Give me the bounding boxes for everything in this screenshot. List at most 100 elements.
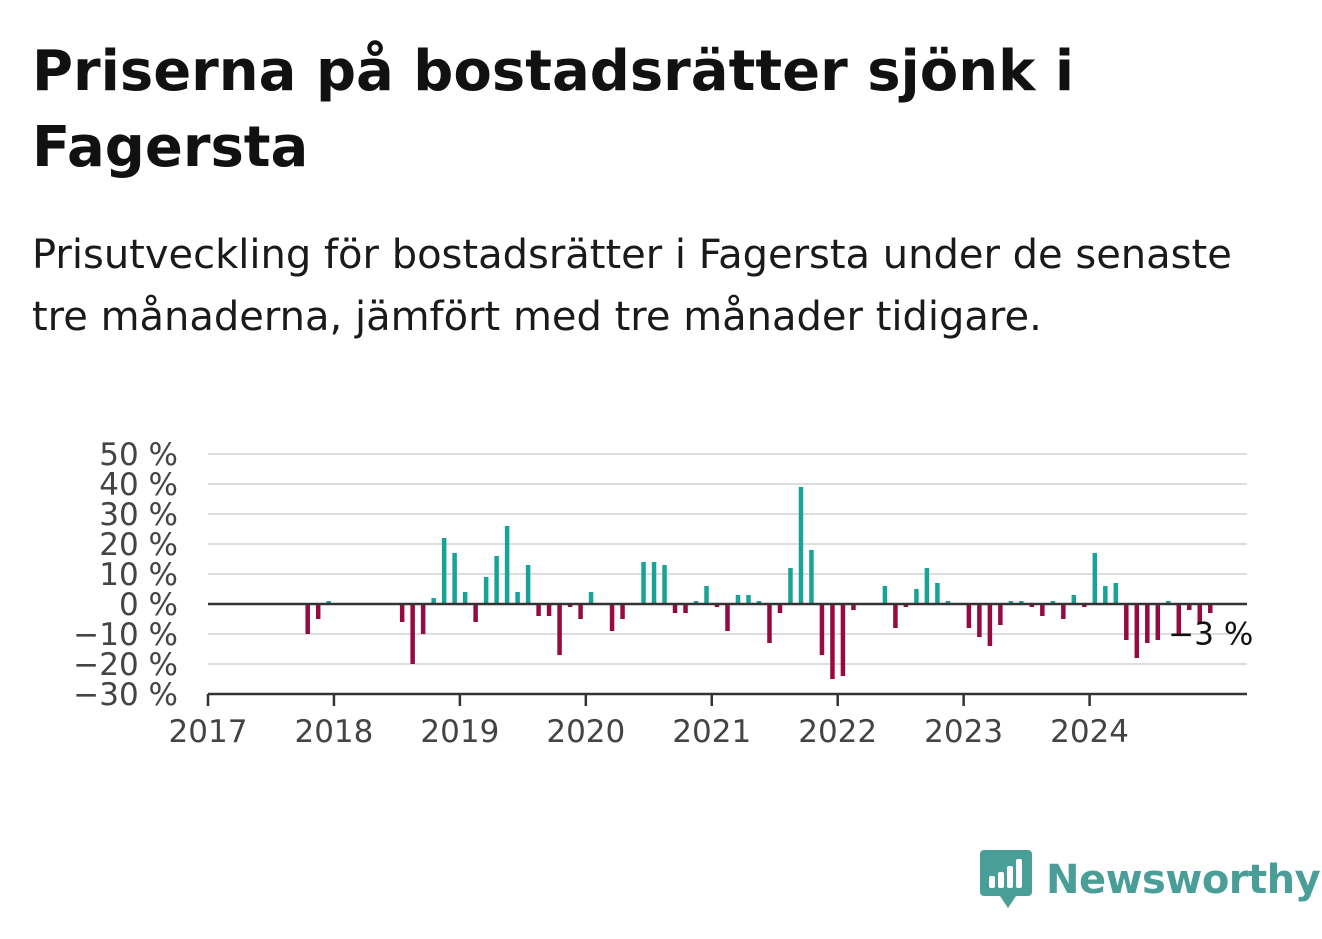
bar — [1145, 604, 1150, 643]
axes — [208, 602, 1247, 696]
bar — [431, 598, 436, 604]
brand-name: Newsworthy — [1046, 857, 1321, 903]
bar — [1197, 604, 1203, 622]
bar — [1008, 601, 1014, 604]
bar — [893, 604, 898, 628]
bar — [1103, 586, 1108, 604]
bar — [504, 526, 510, 604]
bar — [515, 592, 520, 604]
bar — [525, 565, 531, 604]
bar — [924, 568, 930, 604]
bar — [1040, 604, 1045, 616]
newsworthy-bar-chart-bubble-icon — [980, 850, 1032, 908]
bar — [641, 562, 646, 604]
bar — [882, 586, 888, 604]
bar — [1029, 604, 1035, 607]
bar — [620, 604, 625, 619]
bar — [1113, 583, 1119, 604]
bar — [683, 604, 688, 613]
bar — [410, 604, 415, 664]
y-tick-label: 10 % — [99, 557, 178, 593]
bar — [704, 586, 709, 604]
x-tick-label: 2018 — [294, 714, 373, 750]
bar — [756, 601, 762, 604]
chart-subtitle: Prisutveckling för bostadsrätter i Fager… — [32, 232, 1232, 340]
bars — [305, 487, 1213, 679]
y-tick-label: 40 % — [99, 467, 178, 503]
bar — [777, 604, 783, 613]
bar — [557, 604, 562, 655]
bar — [746, 595, 751, 604]
bar — [840, 604, 846, 676]
x-tick-label: 2021 — [672, 714, 751, 750]
bar — [809, 550, 814, 604]
bar — [1071, 595, 1077, 604]
bar — [830, 604, 835, 679]
bar — [998, 604, 1003, 625]
y-axis-tick-labels: 50 %40 %30 %20 %10 %0 %−10 %−20 %−30 % — [73, 437, 178, 713]
x-tick-label: 2024 — [1050, 714, 1129, 750]
bar — [662, 565, 667, 604]
bar — [609, 604, 615, 631]
bar — [914, 589, 919, 604]
bar — [819, 604, 825, 655]
bar — [1082, 604, 1087, 607]
bar — [546, 604, 552, 616]
x-tick-label: 2020 — [546, 714, 625, 750]
bar — [1061, 604, 1066, 619]
bar — [672, 604, 678, 613]
bar — [494, 556, 499, 604]
bar — [1124, 604, 1129, 640]
x-tick-label: 2019 — [420, 714, 499, 750]
bar — [788, 568, 793, 604]
bar — [767, 604, 772, 643]
last-value-label: −3 % — [1168, 617, 1253, 653]
bar — [420, 604, 426, 634]
bar — [567, 604, 573, 607]
x-tick-label: 2017 — [169, 714, 248, 750]
bar — [1134, 604, 1140, 658]
bar — [977, 604, 982, 637]
x-tick-label: 2022 — [798, 714, 877, 750]
bar — [725, 604, 730, 631]
bar — [305, 604, 310, 634]
y-tick-label: 0 % — [119, 587, 178, 623]
x-tick-label: 2023 — [924, 714, 1003, 750]
bar — [798, 487, 804, 604]
bar — [441, 538, 447, 604]
chart-title: Priserna på bostadsrätter sjönk i Fagers… — [32, 39, 1075, 180]
bar — [935, 583, 940, 604]
bar — [1019, 601, 1024, 604]
bar — [1176, 604, 1182, 634]
newsworthy-logo: Newsworthy — [980, 850, 1321, 910]
bar — [651, 562, 657, 604]
bar — [735, 595, 741, 604]
y-tick-label: −30 % — [73, 677, 178, 713]
grid-lines — [208, 453, 1247, 665]
bar — [1155, 604, 1161, 640]
y-tick-label: 20 % — [99, 527, 178, 563]
bar — [326, 601, 331, 604]
bar — [452, 553, 457, 604]
bar — [483, 577, 489, 604]
bar-chart: 50 %40 %30 %20 %10 %0 %−10 %−20 %−30 % 2… — [73, 437, 1253, 750]
x-axis-tick-labels: 2017 2018 2019 2020 2021 2022 2023 2024 — [169, 694, 1129, 750]
bar — [578, 604, 583, 619]
bar — [536, 604, 541, 616]
bar — [1050, 601, 1056, 604]
y-tick-label: 50 % — [99, 437, 178, 473]
bar — [714, 604, 720, 607]
bar — [693, 601, 699, 604]
y-tick-label: −20 % — [73, 647, 178, 683]
bar — [1208, 604, 1213, 613]
bar — [1166, 601, 1171, 604]
bar — [399, 604, 405, 622]
bar — [588, 592, 594, 604]
bar — [945, 601, 951, 604]
y-tick-label: −10 % — [73, 617, 178, 653]
bar — [1092, 553, 1098, 604]
bar — [1187, 604, 1192, 610]
bar — [903, 604, 909, 607]
bar — [851, 604, 856, 610]
bar — [473, 604, 478, 622]
